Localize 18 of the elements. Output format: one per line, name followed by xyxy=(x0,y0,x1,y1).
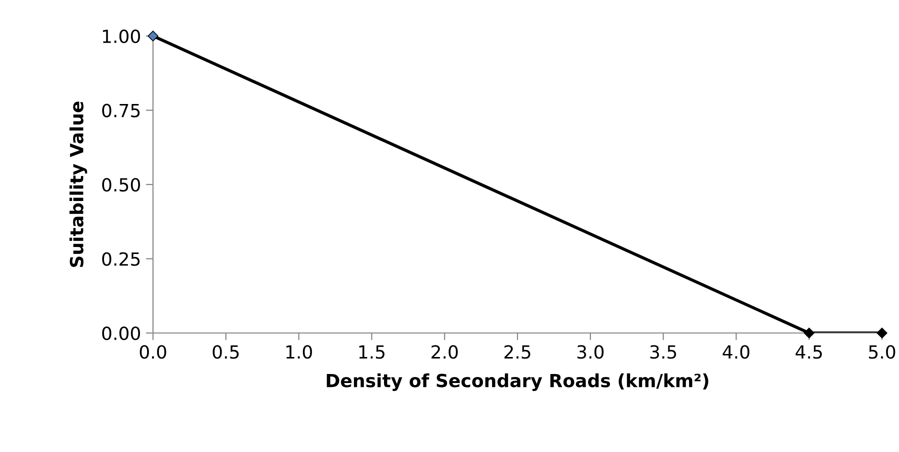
x-tick-label: 4.0 xyxy=(722,345,750,359)
y-axis-title: Suitability Value xyxy=(69,102,88,267)
x-tick-label: 2.5 xyxy=(504,345,530,359)
y-tick-label: 1.00 xyxy=(102,29,140,44)
x-tick-label: 4.5 xyxy=(796,345,822,359)
x-tick-label: 0.5 xyxy=(212,345,239,359)
x-tick-label: 2.0 xyxy=(432,345,458,359)
x-tick-label: 0.0 xyxy=(140,345,166,359)
y-tick-label: 0.50 xyxy=(102,178,140,192)
x-axis-title: Density of Secondary Roads (km/km²) xyxy=(326,373,708,392)
y-tick-label: 0.25 xyxy=(102,252,140,266)
x-tick-label: 1.0 xyxy=(286,345,312,359)
x-tick-label: 3.5 xyxy=(650,345,676,359)
x-tick-label: 3.0 xyxy=(577,345,604,359)
x-tick-label: 1.5 xyxy=(359,345,384,359)
y-tick-label: 0.00 xyxy=(102,326,140,340)
y-tick-label: 0.75 xyxy=(102,104,140,118)
x-tick-label: 5.0 xyxy=(869,345,896,359)
